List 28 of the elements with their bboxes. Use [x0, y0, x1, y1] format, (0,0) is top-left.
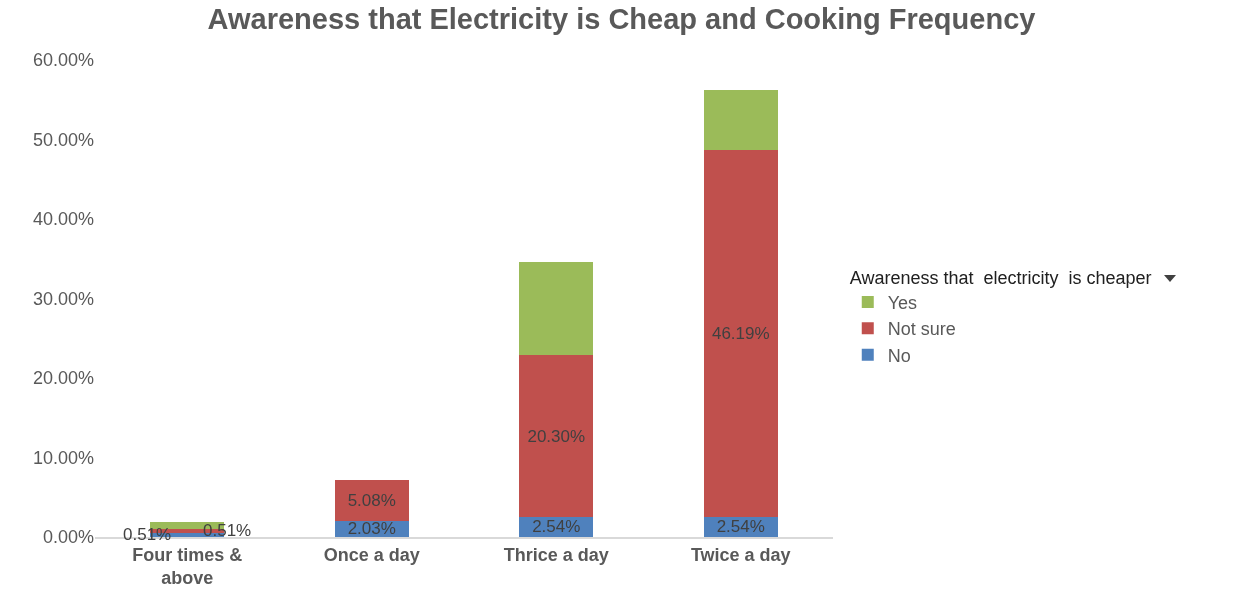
- y-tick-label: 40.00%: [32, 209, 94, 230]
- data-label: 2.54%: [716, 517, 765, 537]
- x-tick-label: Four times & above: [132, 544, 243, 588]
- data-label: 46.19%: [711, 323, 770, 343]
- legend-label: Yes: [887, 292, 918, 313]
- y-tick-label: 50.00%: [32, 129, 94, 150]
- x-tick-label: Twice a day: [690, 544, 791, 565]
- data-label: 2.54%: [532, 517, 581, 537]
- y-tick-label: 30.00%: [32, 288, 94, 309]
- legend-label: No: [887, 345, 911, 366]
- y-tick-label: 20.00%: [32, 368, 94, 389]
- chart-title: Awareness that Electricity is Cheap and Cooking Frequency: [207, 3, 1036, 36]
- x-tick-label: Once a day: [323, 544, 420, 565]
- bar: [703, 149, 778, 517]
- bar: [519, 355, 594, 517]
- legend-label: Not sure: [887, 319, 956, 340]
- data-label: 5.08%: [347, 491, 396, 511]
- data-label: 20.30%: [527, 426, 586, 446]
- y-tick-label: 0.00%: [42, 527, 94, 548]
- bar: [519, 262, 594, 356]
- x-tick-label: Thrice a day: [503, 544, 609, 565]
- data-label: 2.03%: [347, 519, 396, 539]
- bar: [334, 480, 409, 521]
- y-tick-label: 10.00%: [32, 447, 94, 468]
- y-tick-label: 60.00%: [32, 50, 94, 71]
- bar: [703, 89, 778, 150]
- legend-title: Awareness that electricity is cheaper: [849, 267, 1152, 288]
- data-label: 0.51%: [123, 525, 172, 544]
